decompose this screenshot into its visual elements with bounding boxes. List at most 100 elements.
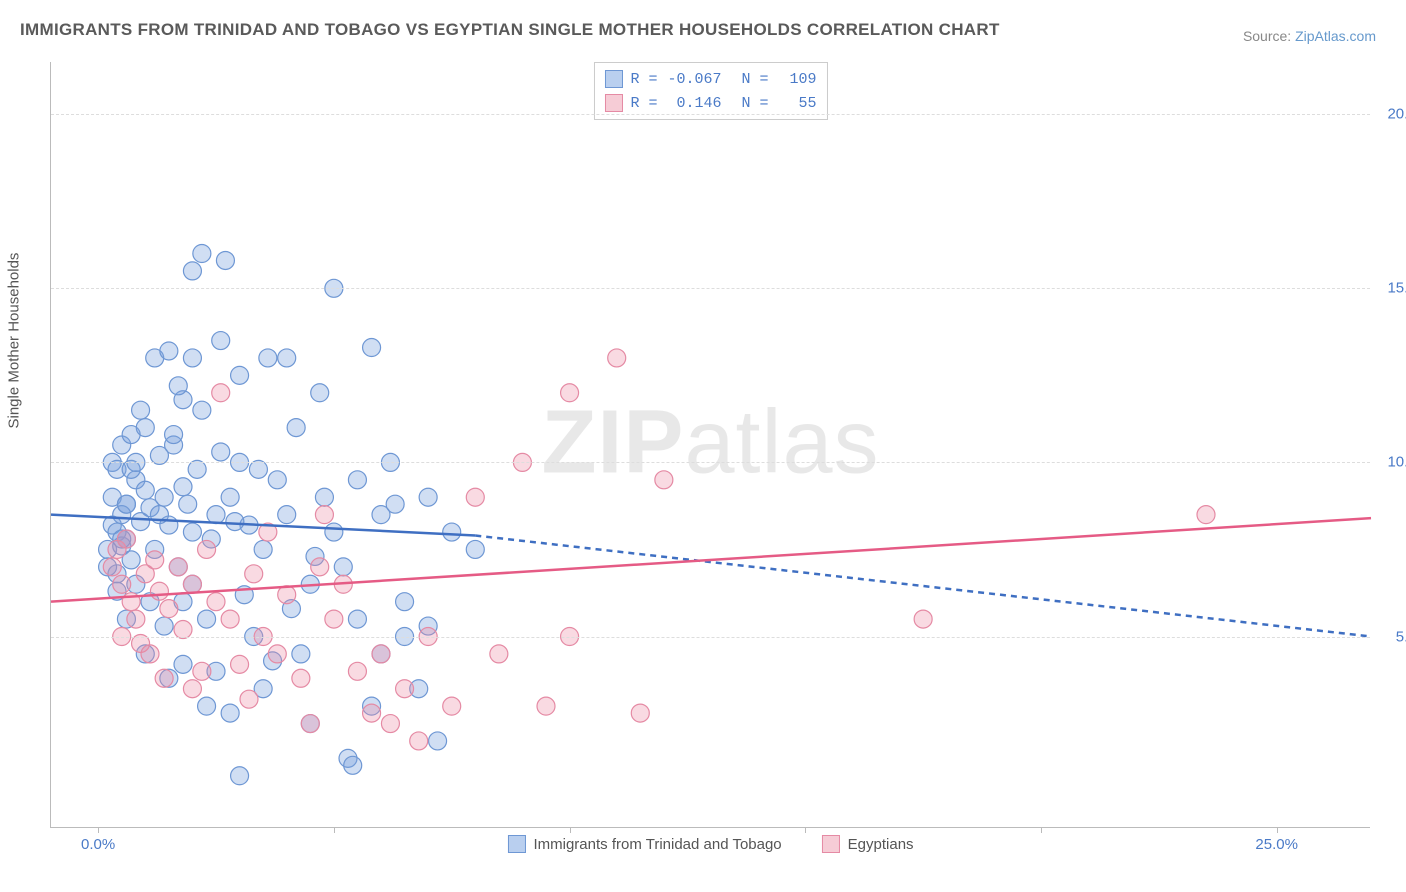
legend-swatch [822,835,840,853]
gridline-h [51,114,1370,115]
legend-swatch [604,94,622,112]
scatter-point [193,245,211,263]
scatter-point [231,366,249,384]
scatter-point [631,704,649,722]
scatter-point [231,767,249,785]
scatter-point [103,558,121,576]
scatter-point [268,471,286,489]
scatter-point [146,551,164,569]
scatter-point [292,645,310,663]
scatter-point [193,662,211,680]
scatter-point [117,495,135,513]
legend-r-label: R = [630,95,657,112]
chart-title: IMMIGRANTS FROM TRINIDAD AND TOBAGO VS E… [20,20,1000,40]
scatter-point [334,558,352,576]
source-link[interactable]: ZipAtlas.com [1295,28,1376,44]
scatter-point [155,488,173,506]
legend-swatch [604,70,622,88]
gridline-h [51,462,1370,463]
scatter-point [259,349,277,367]
x-tick-mark [805,827,806,833]
x-tick-mark [334,827,335,833]
scatter-point [292,669,310,687]
legend-stat-row: R = 0.146 N = 55 [604,91,816,115]
scatter-point [348,662,366,680]
x-tick-mark [1277,827,1278,833]
scatter-point [160,342,178,360]
series-legend: Immigrants from Trinidad and TobagoEgypt… [507,835,913,853]
scatter-point [315,506,333,524]
x-tick-label: 0.0% [81,836,115,853]
scatter-point [221,704,239,722]
scatter-point [325,610,343,628]
legend-stat-row: R = -0.067 N = 109 [604,67,816,91]
scatter-point [216,251,234,269]
scatter-point [443,523,461,541]
chart-svg [51,62,1370,827]
scatter-point [311,558,329,576]
scatter-point [207,593,225,611]
scatter-point [655,471,673,489]
scatter-point [443,697,461,715]
y-tick-label: 15.0% [1387,280,1406,297]
scatter-point [245,565,263,583]
scatter-point [301,715,319,733]
scatter-point [410,732,428,750]
scatter-point [165,426,183,444]
gridline-h [51,288,1370,289]
scatter-point [141,645,159,663]
scatter-point [325,523,343,541]
legend-n-label: N = [742,71,769,88]
scatter-point [311,384,329,402]
y-tick-label: 5.0% [1396,628,1406,645]
scatter-point [183,262,201,280]
scatter-point [117,530,135,548]
scatter-point [466,488,484,506]
legend-r-label: R = [630,71,657,88]
scatter-point [490,645,508,663]
scatter-point [155,669,173,687]
scatter-point [179,495,197,513]
scatter-point [169,558,187,576]
scatter-point [278,586,296,604]
scatter-point [183,575,201,593]
scatter-point [136,481,154,499]
scatter-point [183,523,201,541]
chart-plot-area: ZIPatlas R = -0.067 N = 109 R = 0.146 N … [50,62,1370,828]
y-tick-label: 20.0% [1387,106,1406,123]
scatter-point [155,617,173,635]
scatter-point [386,495,404,513]
scatter-point [419,488,437,506]
scatter-point [212,384,230,402]
scatter-point [914,610,932,628]
scatter-point [278,506,296,524]
scatter-point [150,582,168,600]
scatter-point [1197,506,1215,524]
x-tick-mark [98,827,99,833]
scatter-point [212,443,230,461]
legend-n-label: N = [742,95,769,112]
scatter-point [287,419,305,437]
scatter-point [240,690,258,708]
scatter-point [136,419,154,437]
scatter-point [381,715,399,733]
scatter-point [268,645,286,663]
scatter-point [221,488,239,506]
scatter-point [372,645,390,663]
gridline-h [51,637,1370,638]
scatter-point [183,680,201,698]
scatter-point [344,756,362,774]
scatter-point [132,401,150,419]
scatter-point [198,610,216,628]
scatter-point [113,575,131,593]
legend-r-value: -0.067 [666,71,722,88]
scatter-point [127,610,145,628]
legend-n-value: 109 [777,71,817,88]
scatter-point [561,384,579,402]
correlation-legend: R = -0.067 N = 109 R = 0.146 N = 55 [593,62,827,120]
scatter-point [212,332,230,350]
scatter-point [429,732,447,750]
legend-r-value: 0.146 [666,95,722,112]
scatter-point [348,471,366,489]
scatter-point [363,704,381,722]
